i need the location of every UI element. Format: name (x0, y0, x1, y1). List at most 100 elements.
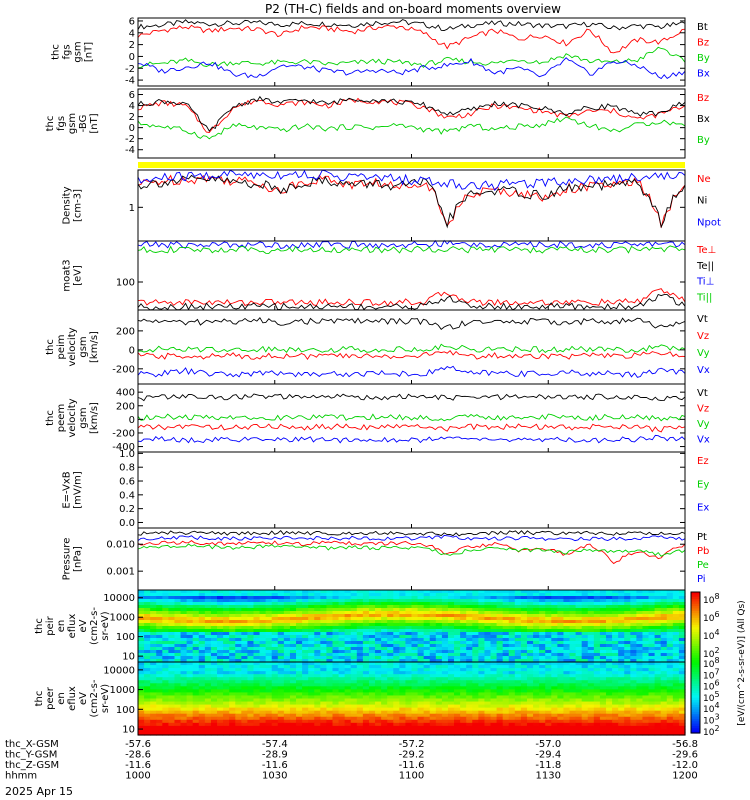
spectrogram-cell (630, 620, 637, 624)
spectrogram-cell (666, 701, 674, 706)
spectrogram-cell (223, 635, 230, 639)
spectrogram-cell (454, 596, 461, 600)
spectrogram-cell (557, 689, 565, 694)
spectrogram-cell (612, 647, 619, 651)
spectrogram-cell (472, 662, 479, 666)
spectrogram-cell (478, 653, 486, 657)
spectrogram-cell (502, 689, 510, 694)
spectrogram-cell (198, 659, 206, 663)
colorbar-cell (691, 723, 700, 727)
spectrogram-cell (156, 635, 163, 639)
spectrogram-cell (654, 680, 662, 684)
spectrogram-cell (186, 665, 194, 669)
spectrogram-cell (429, 659, 437, 663)
spectrogram-cell (186, 671, 194, 675)
spectrogram-cell (490, 620, 498, 624)
spectrogram-cell (508, 662, 516, 666)
spectrogram-cell (484, 605, 492, 609)
spectrogram-cell (678, 644, 686, 648)
spectrogram-cell (162, 677, 169, 681)
spectrogram-cell (545, 683, 552, 687)
spectrogram-cell (138, 674, 145, 678)
spectrogram-cell (150, 698, 157, 703)
spectrogram-cell (283, 614, 291, 618)
spectrogram-cell (435, 674, 443, 678)
spectrogram-cell (575, 623, 583, 627)
spectrogram-cell (593, 623, 601, 627)
spectrogram-cell (460, 644, 467, 648)
spectrogram-cell (599, 731, 607, 736)
panel-ylabel: [cm-3] (73, 189, 84, 222)
spectrogram-cell (405, 668, 413, 672)
spectrogram-cell (326, 623, 334, 627)
spectrogram-cell (514, 620, 522, 624)
panel-ylabel: velocity (67, 327, 78, 366)
spectrogram-cell (144, 710, 151, 715)
spectrogram-cell (350, 605, 358, 609)
spectrogram-cell (575, 656, 583, 660)
spectrogram-cell (612, 722, 619, 727)
spectrogram-cell (539, 665, 546, 669)
spectrogram-cell (496, 653, 504, 657)
spectrogram-cell (551, 596, 558, 600)
panel-ylabel: velocity (67, 398, 78, 437)
spectrogram-cell (217, 626, 224, 630)
spectrogram-cell (144, 614, 151, 618)
spectrogram-cell (678, 698, 686, 703)
spectrogram-cell (478, 689, 486, 694)
spectrogram-cell (277, 662, 285, 666)
spectrogram-cell (612, 641, 619, 645)
panel-frame (137, 88, 686, 159)
spectrogram-cell (338, 668, 346, 672)
spectrogram-cell (533, 593, 540, 597)
spectrogram-cell (484, 725, 492, 730)
spectrogram-cell (478, 620, 486, 624)
spectrogram-cell (496, 629, 504, 633)
spectrogram-cell (326, 629, 334, 633)
spectrogram-cell (612, 629, 619, 633)
spectrogram-cell (156, 668, 163, 672)
spectrogram-cell (289, 632, 297, 636)
spectrogram-cell (429, 656, 437, 660)
spectrogram-cell (247, 719, 255, 724)
spectrogram-cell (575, 662, 583, 666)
spectrogram-cell (277, 674, 285, 678)
spectrogram-cell (314, 602, 321, 606)
spectrogram-cell (192, 674, 200, 678)
spectrogram-cell (533, 680, 540, 684)
spectrogram-cell (447, 614, 455, 618)
spectrogram-cell (180, 650, 188, 654)
spectrogram-cell (648, 614, 656, 618)
spectrogram-cell (277, 599, 285, 603)
spectrogram-cell (599, 716, 607, 721)
spectrogram-cell (192, 629, 200, 633)
spectrogram-cell (344, 695, 352, 700)
spectrogram-cell (654, 626, 662, 630)
spectrogram-cell (350, 614, 358, 618)
spectrogram-cell (229, 599, 236, 603)
spectrogram-cell (150, 722, 157, 727)
spectrogram-cell (466, 695, 473, 700)
spectrogram-cell (605, 608, 613, 612)
spectrogram-cell (526, 611, 534, 615)
spectrogram-cell (539, 644, 546, 648)
spectrogram-cell (526, 695, 534, 700)
spectrogram-cell (575, 602, 583, 606)
spectrogram-cell (253, 608, 261, 612)
spectrogram-cell (277, 716, 285, 721)
spectrogram-cell (618, 653, 625, 657)
spectrogram-cell (150, 626, 157, 630)
spectrogram-cell (192, 692, 200, 697)
spectrogram-cell (587, 644, 595, 648)
panel-ylabel: E=-VxB (62, 471, 73, 508)
spectrogram-cell (581, 599, 589, 603)
spectrogram-cell (150, 623, 157, 627)
spectrogram-cell (672, 602, 680, 606)
spectrogram-cell (156, 656, 163, 660)
spectrogram-cell (605, 668, 613, 672)
spectrogram-cell (283, 698, 291, 703)
spectrogram-cell (557, 605, 565, 609)
spectrogram-cell (296, 707, 303, 712)
spectrogram-cell (484, 659, 492, 663)
spectrogram-cell (636, 644, 644, 648)
